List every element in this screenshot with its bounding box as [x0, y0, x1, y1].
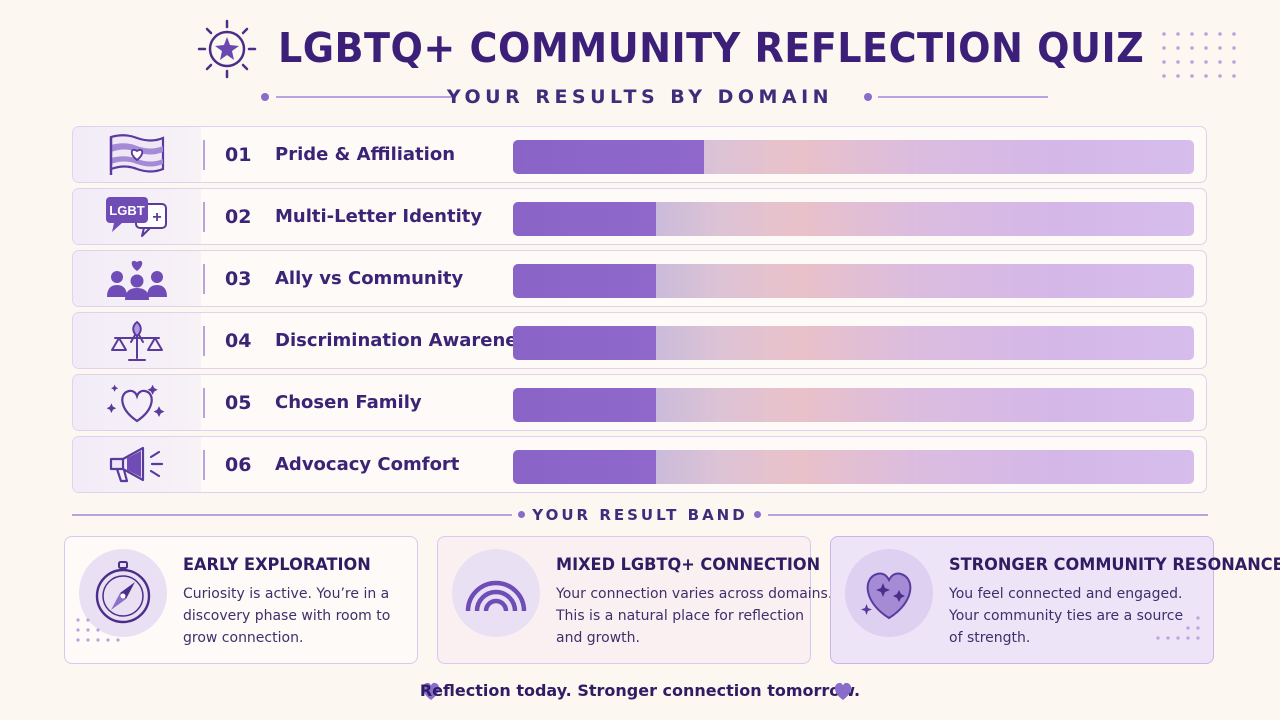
domain-row: 03 Ally vs Community: [72, 250, 1207, 307]
decorative-dots-icon: [76, 618, 120, 642]
megaphone-icon: [109, 446, 164, 482]
score-bar: [513, 388, 1194, 422]
plus-icon-text: +: [152, 209, 161, 226]
header: LGBTQ+ COMMUNITY REFLECTION QUIZ YOUR RE…: [0, 0, 1280, 120]
score-bar: [513, 450, 1194, 484]
divider-dot: [754, 511, 761, 518]
divider-line: [878, 96, 1048, 98]
decorative-dots-icon: [1156, 616, 1200, 640]
score-bar-fill: [513, 326, 656, 360]
page-title: LGBTQ+ COMMUNITY REFLECTION QUIZ: [278, 24, 1145, 72]
card-title: MIXED LGBTQ+ CONNECTION: [556, 555, 821, 575]
divider-dot: [261, 93, 269, 101]
scales-ribbon-icon: [111, 320, 163, 361]
score-bar-fill: [513, 202, 656, 236]
domain-row: 01 Pride & Affiliation: [72, 126, 1207, 183]
divider-line: [72, 514, 512, 516]
footer-tagline: Reflection today. Stronger connection to…: [419, 681, 861, 700]
pride-flag-heart-icon: [109, 133, 165, 175]
domain-label: Multi-Letter Identity: [275, 206, 483, 227]
score-bar: [513, 140, 1194, 174]
lgbt-plus-speech-bubbles-icon: LGBT +: [106, 196, 167, 237]
result-band-card-early-exploration: EARLY EXPLORATION Curiosity is active. Y…: [64, 536, 418, 664]
domain-number: 02: [225, 205, 252, 228]
score-bar-fill: [513, 264, 656, 298]
rainbow-icon: [465, 580, 527, 612]
section-subtitle: YOUR RESULTS BY DOMAIN: [446, 86, 834, 108]
decorative-dots-icon: [1162, 32, 1236, 78]
domain-row: 05 Chosen Family: [72, 374, 1207, 431]
domain-label: Discrimination Awareness: [275, 330, 539, 351]
result-band-title: YOUR RESULT BAND: [532, 506, 748, 524]
score-bar: [513, 326, 1194, 360]
domain-number: 03: [225, 267, 252, 290]
card-title: STRONGER COMMUNITY RESONANCE: [949, 555, 1280, 575]
domain-row: 04 Discrimination Awareness: [72, 312, 1207, 369]
score-bar-fill: [513, 140, 704, 174]
domain-row: LGBT + 02 Multi-Letter Identity: [72, 188, 1207, 245]
card-description: You feel connected and engaged. Your com…: [949, 586, 1184, 646]
card-description: Curiosity is active. You’re in a discove…: [183, 586, 391, 646]
community-people-heart-icon: [107, 260, 167, 300]
score-bar: [513, 264, 1194, 298]
heart-sparkle-icon: [106, 384, 165, 422]
domain-label: Pride & Affiliation: [275, 144, 456, 165]
compass-icon: [95, 561, 151, 624]
domain-number: 06: [225, 453, 252, 476]
divider-line: [768, 514, 1208, 516]
divider-line: [276, 96, 456, 98]
domain-label: Chosen Family: [275, 392, 422, 413]
divider-dot: [518, 511, 525, 518]
score-bar-fill: [513, 450, 656, 484]
domain-results-list: 01 Pride & Affiliation LGBT + 02 Multi-L…: [72, 126, 1207, 498]
heart-icon: [834, 682, 852, 700]
domain-row: 06 Advocacy Comfort: [72, 436, 1207, 493]
sparkle-heart-icon: [861, 572, 912, 620]
domain-label: Advocacy Comfort: [275, 454, 460, 475]
card-title: EARLY EXPLORATION: [183, 555, 371, 575]
domain-number: 04: [225, 329, 252, 352]
score-bar: [513, 202, 1194, 236]
star-burst-icon: [197, 19, 257, 79]
domain-number: 05: [225, 391, 252, 414]
result-band-card-mixed-connection: MIXED LGBTQ+ CONNECTION Your connection …: [437, 536, 832, 664]
result-band-card-stronger-resonance: STRONGER COMMUNITY RESONANCE You feel co…: [830, 536, 1280, 664]
heart-icon: [422, 682, 440, 700]
lgbt-icon-text: LGBT: [109, 203, 144, 218]
score-bar-fill: [513, 388, 656, 422]
card-description: Your connection varies across domains. T…: [556, 586, 833, 646]
domain-number: 01: [225, 143, 252, 166]
divider-dot: [864, 93, 872, 101]
domain-label: Ally vs Community: [275, 268, 464, 289]
